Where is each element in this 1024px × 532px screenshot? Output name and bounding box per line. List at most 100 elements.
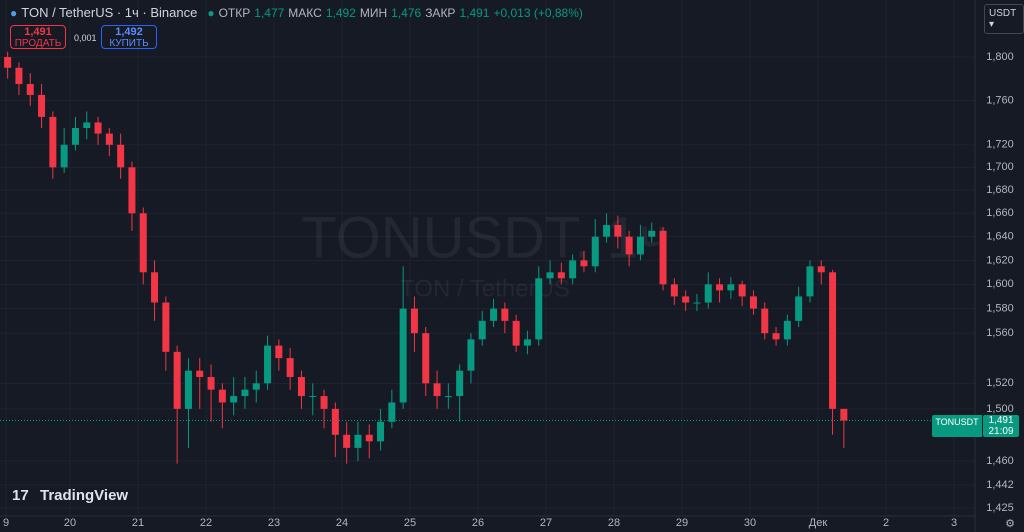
candle-body — [704, 284, 712, 303]
x-tick-label: 29 — [676, 517, 688, 529]
candle-body — [840, 408, 848, 421]
candle-body — [264, 345, 272, 384]
candle-body — [523, 339, 531, 346]
candle-body — [184, 370, 192, 409]
y-tick-label: 1,520 — [986, 377, 1014, 389]
candle-body — [569, 260, 577, 279]
x-tick-label: 23 — [268, 517, 280, 529]
candle-body — [173, 351, 181, 409]
buy-button[interactable]: 1,492 КУПИТЬ — [101, 25, 157, 49]
candle-body — [309, 396, 317, 398]
candle-body — [467, 339, 475, 371]
x-tick-label: 2 — [883, 517, 889, 529]
candle-body — [772, 333, 780, 340]
candle-body — [546, 272, 554, 279]
y-tick-label: 1,720 — [986, 139, 1014, 151]
y-tick-label: 1,640 — [986, 231, 1014, 243]
candle-body — [117, 144, 125, 168]
price-tag-symbol: TONUSDT — [932, 415, 982, 437]
candle-body — [648, 230, 656, 237]
x-tick-label: 21 — [132, 517, 144, 529]
candle-body — [738, 284, 746, 297]
open-label: ОТКР — [218, 5, 251, 20]
candle-body — [139, 213, 147, 273]
brand-icon: 17 — [12, 487, 29, 504]
candle-body — [83, 122, 91, 129]
candle-body — [365, 434, 373, 442]
candle-body — [783, 320, 791, 340]
candle-body — [603, 224, 611, 237]
candle-body — [478, 320, 486, 340]
candle-body — [26, 84, 34, 95]
candle-body — [207, 376, 215, 390]
candle-body — [682, 296, 690, 303]
candle-body — [433, 383, 441, 397]
x-tick-label: 9 — [3, 517, 9, 529]
currency: USDT — [989, 8, 1017, 19]
sell-label: ПРОДАТЬ — [14, 38, 62, 49]
x-tick-label: 20 — [64, 517, 76, 529]
candle-body — [377, 421, 385, 442]
y-tick-label: 1,760 — [986, 94, 1014, 106]
candle-body — [162, 302, 170, 352]
candle-body — [749, 296, 757, 309]
candle-body — [795, 296, 803, 321]
candle-body — [241, 389, 249, 397]
y-tick-label: 1,442 — [986, 479, 1014, 491]
candle-body — [557, 272, 565, 279]
y-tick-label: 1,460 — [986, 455, 1014, 467]
legend: ● TON / TetherUS · 1ч · Binance ● ОТКР 1,… — [10, 5, 583, 20]
buy-label: КУПИТЬ — [109, 38, 149, 49]
y-tick-label: 1,800 — [986, 51, 1014, 63]
low-label: МИН — [359, 5, 388, 20]
candle-body — [399, 308, 407, 403]
candle-body — [422, 333, 430, 384]
watermark-title: TONUSDT, 1ч — [301, 205, 669, 270]
candle-body — [331, 408, 339, 435]
candle-body — [535, 278, 543, 340]
symbol-icon: ● — [10, 5, 18, 20]
candle-body — [806, 266, 814, 297]
candle-body — [490, 308, 498, 321]
candle-body — [60, 144, 68, 168]
candle-body — [829, 272, 837, 409]
candle-body — [15, 67, 23, 85]
candle-body — [512, 320, 520, 346]
candle-body — [636, 236, 644, 255]
candle-body — [105, 133, 113, 145]
candle-body — [252, 383, 260, 390]
y-tick-label: 1,680 — [986, 184, 1014, 196]
candle-body — [693, 302, 701, 304]
x-tick-label: 26 — [472, 517, 484, 529]
currency-select[interactable]: USDT ▾ — [984, 4, 1024, 34]
candle-body — [4, 57, 12, 68]
close-label: ЗАКР — [425, 5, 456, 20]
y-tick-label: 1,660 — [986, 207, 1014, 219]
candle-body — [727, 284, 735, 291]
price-tag-countdown: 21:09 — [988, 426, 1014, 437]
x-tick-label: 22 — [200, 517, 212, 529]
candle-body — [410, 308, 418, 334]
symbol: TON / TetherUS · 1ч · Binance — [21, 5, 198, 20]
y-tick-label: 1,560 — [986, 327, 1014, 339]
x-tick-label: 25 — [404, 517, 416, 529]
candle-body — [444, 396, 452, 398]
price-tag: 1,491 21:09 — [983, 415, 1019, 437]
brand: TradingView — [40, 487, 128, 504]
candle-body — [817, 266, 825, 273]
change: +0,013 (+0,88%) — [493, 5, 583, 20]
sell-price: 1,491 — [24, 26, 52, 38]
candle-body — [286, 358, 294, 377]
candle-body — [297, 376, 305, 397]
candle-body — [580, 260, 588, 267]
x-tick-label: 3 — [951, 517, 957, 529]
sell-button[interactable]: 1,491 ПРОДАТЬ — [10, 25, 66, 49]
candle-body — [320, 396, 328, 409]
candle-body — [343, 434, 351, 448]
settings-icon[interactable]: ⚙ — [1005, 518, 1015, 530]
candle-body — [614, 224, 622, 237]
price-tag-price: 1,491 — [988, 415, 1014, 426]
candle-body — [501, 308, 509, 321]
